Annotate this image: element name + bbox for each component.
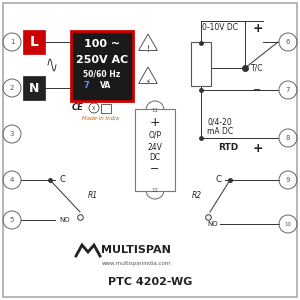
Text: X: X (92, 106, 96, 110)
Text: MULTISPAN: MULTISPAN (101, 245, 171, 255)
Text: 8: 8 (286, 135, 290, 141)
FancyBboxPatch shape (71, 31, 133, 101)
Text: 7: 7 (286, 87, 290, 93)
Text: −: − (253, 85, 261, 95)
Text: DC: DC (149, 154, 161, 163)
FancyBboxPatch shape (23, 76, 45, 100)
Text: O/P: O/P (148, 130, 162, 140)
Text: RTD: RTD (218, 143, 238, 152)
Text: 11: 11 (152, 107, 158, 112)
Text: −: − (150, 164, 160, 174)
Text: 3: 3 (10, 131, 14, 137)
Text: +: + (150, 116, 160, 128)
Text: !: ! (146, 44, 149, 53)
Text: 250V AC: 250V AC (76, 55, 128, 65)
Text: 1: 1 (10, 39, 14, 45)
Text: C: C (59, 176, 65, 184)
Text: 0-10V DC: 0-10V DC (202, 23, 238, 32)
Text: 6: 6 (286, 39, 290, 45)
Text: T/C: T/C (251, 64, 263, 73)
FancyBboxPatch shape (135, 109, 175, 191)
Text: +: + (253, 142, 263, 154)
Text: mA DC: mA DC (207, 128, 233, 136)
Text: 50/60 Hz: 50/60 Hz (83, 70, 121, 79)
Text: PTC 4202-WG: PTC 4202-WG (108, 277, 192, 287)
FancyBboxPatch shape (23, 30, 45, 54)
Text: +: + (253, 22, 263, 34)
Text: NO: NO (208, 221, 218, 227)
FancyBboxPatch shape (191, 42, 211, 86)
Text: L: L (30, 35, 38, 49)
Text: 12: 12 (152, 188, 158, 193)
Text: 0/4-20: 0/4-20 (208, 118, 233, 127)
Text: ⚡: ⚡ (146, 79, 150, 85)
Text: CE: CE (72, 103, 84, 112)
Text: 5: 5 (10, 217, 14, 223)
Text: 9: 9 (286, 177, 290, 183)
Text: NO: NO (60, 217, 70, 223)
Text: 7: 7 (83, 82, 89, 91)
Text: www.multispanindia.com: www.multispanindia.com (101, 262, 171, 266)
Text: R2: R2 (192, 190, 202, 200)
Text: C: C (215, 176, 221, 184)
Text: N: N (29, 82, 39, 94)
Text: 100 ~: 100 ~ (84, 39, 120, 49)
Text: 10: 10 (284, 221, 292, 226)
FancyBboxPatch shape (3, 3, 297, 297)
Text: VA: VA (100, 82, 111, 91)
Text: 2: 2 (10, 85, 14, 91)
Text: Made in India: Made in India (82, 116, 118, 121)
Text: R1: R1 (88, 190, 98, 200)
Text: 24V: 24V (148, 142, 162, 152)
Text: 4: 4 (10, 177, 14, 183)
